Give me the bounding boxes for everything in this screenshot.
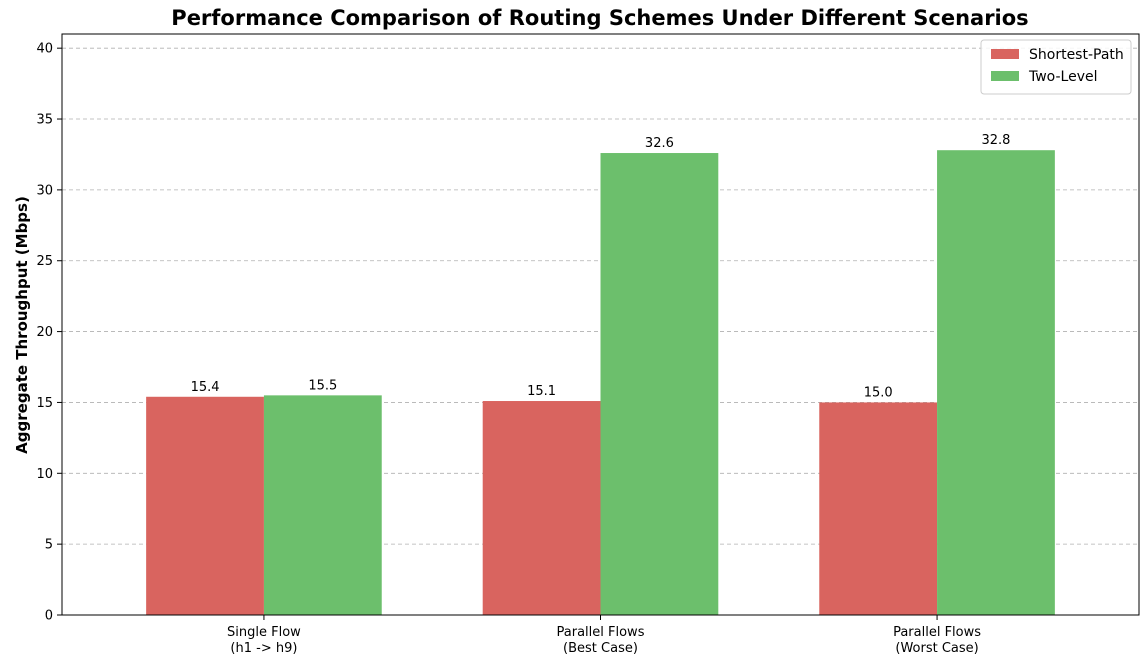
x-tick-label: Parallel Flows	[557, 625, 645, 640]
legend-swatch	[991, 49, 1019, 59]
bars	[146, 150, 1055, 615]
data-label: 15.4	[191, 380, 220, 395]
y-tick-label: 5	[45, 538, 53, 553]
x-tick-label: Parallel Flows	[893, 625, 981, 640]
bar-shortest-path-0	[146, 396, 264, 615]
y-tick-label: 25	[36, 254, 53, 269]
bar-two-level-0	[263, 395, 382, 615]
plot-frame	[61, 33, 1140, 616]
bar-shortest-path-1	[482, 401, 601, 615]
legend-label: Two-Level	[1028, 69, 1098, 85]
x-tick-label: (Best Case)	[563, 641, 638, 656]
y-tick-label: 35	[36, 113, 53, 128]
data-label: 15.5	[308, 378, 337, 393]
bar-shortest-path-2	[819, 402, 938, 615]
data-label: 15.1	[527, 384, 556, 399]
y-axis-label: Aggregate Throughput (Mbps)	[13, 196, 31, 454]
x-tick-label: (h1 -> h9)	[230, 641, 297, 656]
data-label: 15.0	[864, 385, 893, 400]
legend: Shortest-Path Two-Level	[980, 39, 1132, 95]
y-tick-label: 15	[36, 396, 53, 411]
x-tick-label: Single Flow	[227, 625, 301, 640]
bar-two-level-1	[600, 153, 719, 615]
y-tick-label: 20	[36, 325, 53, 340]
chart-title: Performance Comparison of Routing Scheme…	[171, 6, 1028, 30]
legend-swatch	[991, 71, 1019, 81]
bar-two-level-2	[937, 150, 1055, 615]
data-label: 32.6	[645, 136, 674, 151]
y-tick-label: 30	[36, 183, 53, 198]
y-tick-label: 0	[45, 609, 53, 624]
x-tick-label: (Worst Case)	[895, 641, 978, 656]
y-tick-label: 40	[36, 42, 53, 57]
axes: 0 5 10 15 20 25 30 35 40 Single Flow(h1 -> h9) Par…	[36, 33, 1140, 656]
legend-label: Shortest-Path	[1029, 47, 1124, 63]
data-label: 32.8	[981, 133, 1010, 148]
data-labels: 15.4 15.5 15.1 32.6 15.0 32.8	[191, 133, 1011, 400]
y-tick-label: 10	[36, 467, 53, 482]
